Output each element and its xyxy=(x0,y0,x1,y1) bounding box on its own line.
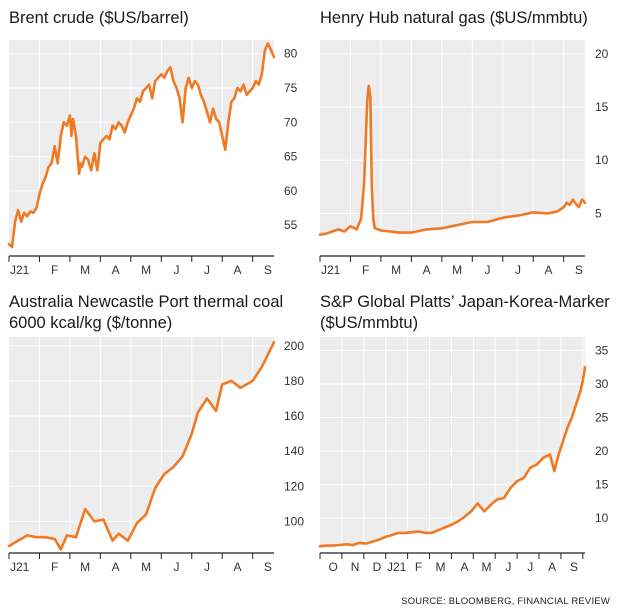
chart-title-newcastle-coal: Australia Newcastle Port thermal coal 60… xyxy=(9,293,284,332)
y-tick-label: 80 xyxy=(284,47,298,61)
x-tick-label: N xyxy=(351,560,360,574)
x-tick-label: D xyxy=(373,560,382,574)
x-tick-label: J21 xyxy=(10,560,30,574)
x-tick-label: A xyxy=(423,263,431,277)
x-tick-label: J xyxy=(204,560,210,574)
x-tick-label: J xyxy=(204,263,210,277)
x-tick-label: A xyxy=(233,560,241,574)
x-tick-label: M xyxy=(141,560,151,574)
y-tick-label: 10 xyxy=(595,153,609,167)
x-tick-label: F xyxy=(51,263,58,277)
x-tick-label: M xyxy=(391,263,401,277)
x-tick-label: A xyxy=(544,263,552,277)
x-tick-label: J xyxy=(515,263,521,277)
brent-crude-chart: J21 F M A M J J A S 55 60 65 70 75 80 xyxy=(7,40,298,277)
y-tick-label: 30 xyxy=(595,377,609,391)
x-tick-label: A xyxy=(548,560,556,574)
x-tick-label: J xyxy=(505,560,511,574)
x-tick-label: J21 xyxy=(321,263,341,277)
y-tick-label: 55 xyxy=(284,218,298,232)
x-tick-label: S xyxy=(264,263,272,277)
y-tick-label: 15 xyxy=(595,100,609,114)
y-tick-label: 15 xyxy=(595,478,609,492)
x-tick-label: S xyxy=(264,560,272,574)
chart-title-jkm: S&P Global Platts’ Japan-Korea-Marker ($… xyxy=(320,293,610,332)
henry-hub-chart: J21 F M A M J J A S 5 10 15 20 xyxy=(318,40,609,277)
x-tick-label: O xyxy=(328,560,337,574)
series-line xyxy=(318,84,587,236)
y-tick-label: 5 xyxy=(595,206,602,220)
chart-title-henry-hub: Henry Hub natural gas ($US/mmbtu) xyxy=(320,9,588,27)
x-tick-label: J xyxy=(174,263,180,277)
newcastle-coal-chart: J21 F M A M J J A S 100 120 140 160 180 200 xyxy=(7,337,304,574)
source-note: SOURCE: BLOOMBERG, FINANCIAL REVIEW xyxy=(401,596,610,607)
y-tick-label: 140 xyxy=(284,444,304,458)
x-tick-label: A xyxy=(112,263,120,277)
y-tick-label: 120 xyxy=(284,479,304,493)
x-tick-label: F xyxy=(51,560,58,574)
x-tick-label: J21 xyxy=(10,263,30,277)
y-tick-label: 75 xyxy=(284,81,298,95)
area-fill xyxy=(9,43,274,257)
series-line xyxy=(7,42,276,249)
y-tick-label: 200 xyxy=(284,339,304,353)
y-tick-label: 70 xyxy=(284,115,298,129)
y-tick-label: 20 xyxy=(595,444,609,458)
y-tick-label: 100 xyxy=(284,514,304,528)
x-tick-label: A xyxy=(233,263,241,277)
y-tick-label: 35 xyxy=(595,343,609,357)
x-tick-label: M xyxy=(435,560,445,574)
x-tick-label: M xyxy=(481,560,491,574)
x-tick-label: J xyxy=(174,560,180,574)
y-tick-label: 60 xyxy=(284,184,298,198)
x-tick-label: J21 xyxy=(387,560,407,574)
y-tick-label: 160 xyxy=(284,409,304,423)
y-tick-label: 20 xyxy=(595,47,609,61)
y-tick-label: 180 xyxy=(284,374,304,388)
x-tick-label: F xyxy=(415,560,422,574)
x-tick-label: A xyxy=(112,560,120,574)
area-fill xyxy=(9,342,274,553)
x-tick-label: J xyxy=(527,560,533,574)
x-tick-label: M xyxy=(452,263,462,277)
x-tick-label: F xyxy=(362,263,369,277)
x-tick-label: S xyxy=(570,560,578,574)
x-tick-label: M xyxy=(80,263,90,277)
area-fill xyxy=(320,367,585,553)
x-tick-label: J xyxy=(485,263,491,277)
y-tick-label: 65 xyxy=(284,150,298,164)
x-tick-label: M xyxy=(80,560,90,574)
x-tick-label: A xyxy=(461,560,469,574)
area-fill xyxy=(320,85,585,256)
x-tick-label: S xyxy=(575,263,583,277)
series-line xyxy=(318,365,587,548)
x-tick-label: M xyxy=(141,263,151,277)
series-line xyxy=(7,341,276,551)
chart-title-brent: Brent crude ($US/barrel) xyxy=(9,9,189,27)
y-tick-label: 25 xyxy=(595,410,609,424)
y-tick-label: 10 xyxy=(595,511,609,525)
